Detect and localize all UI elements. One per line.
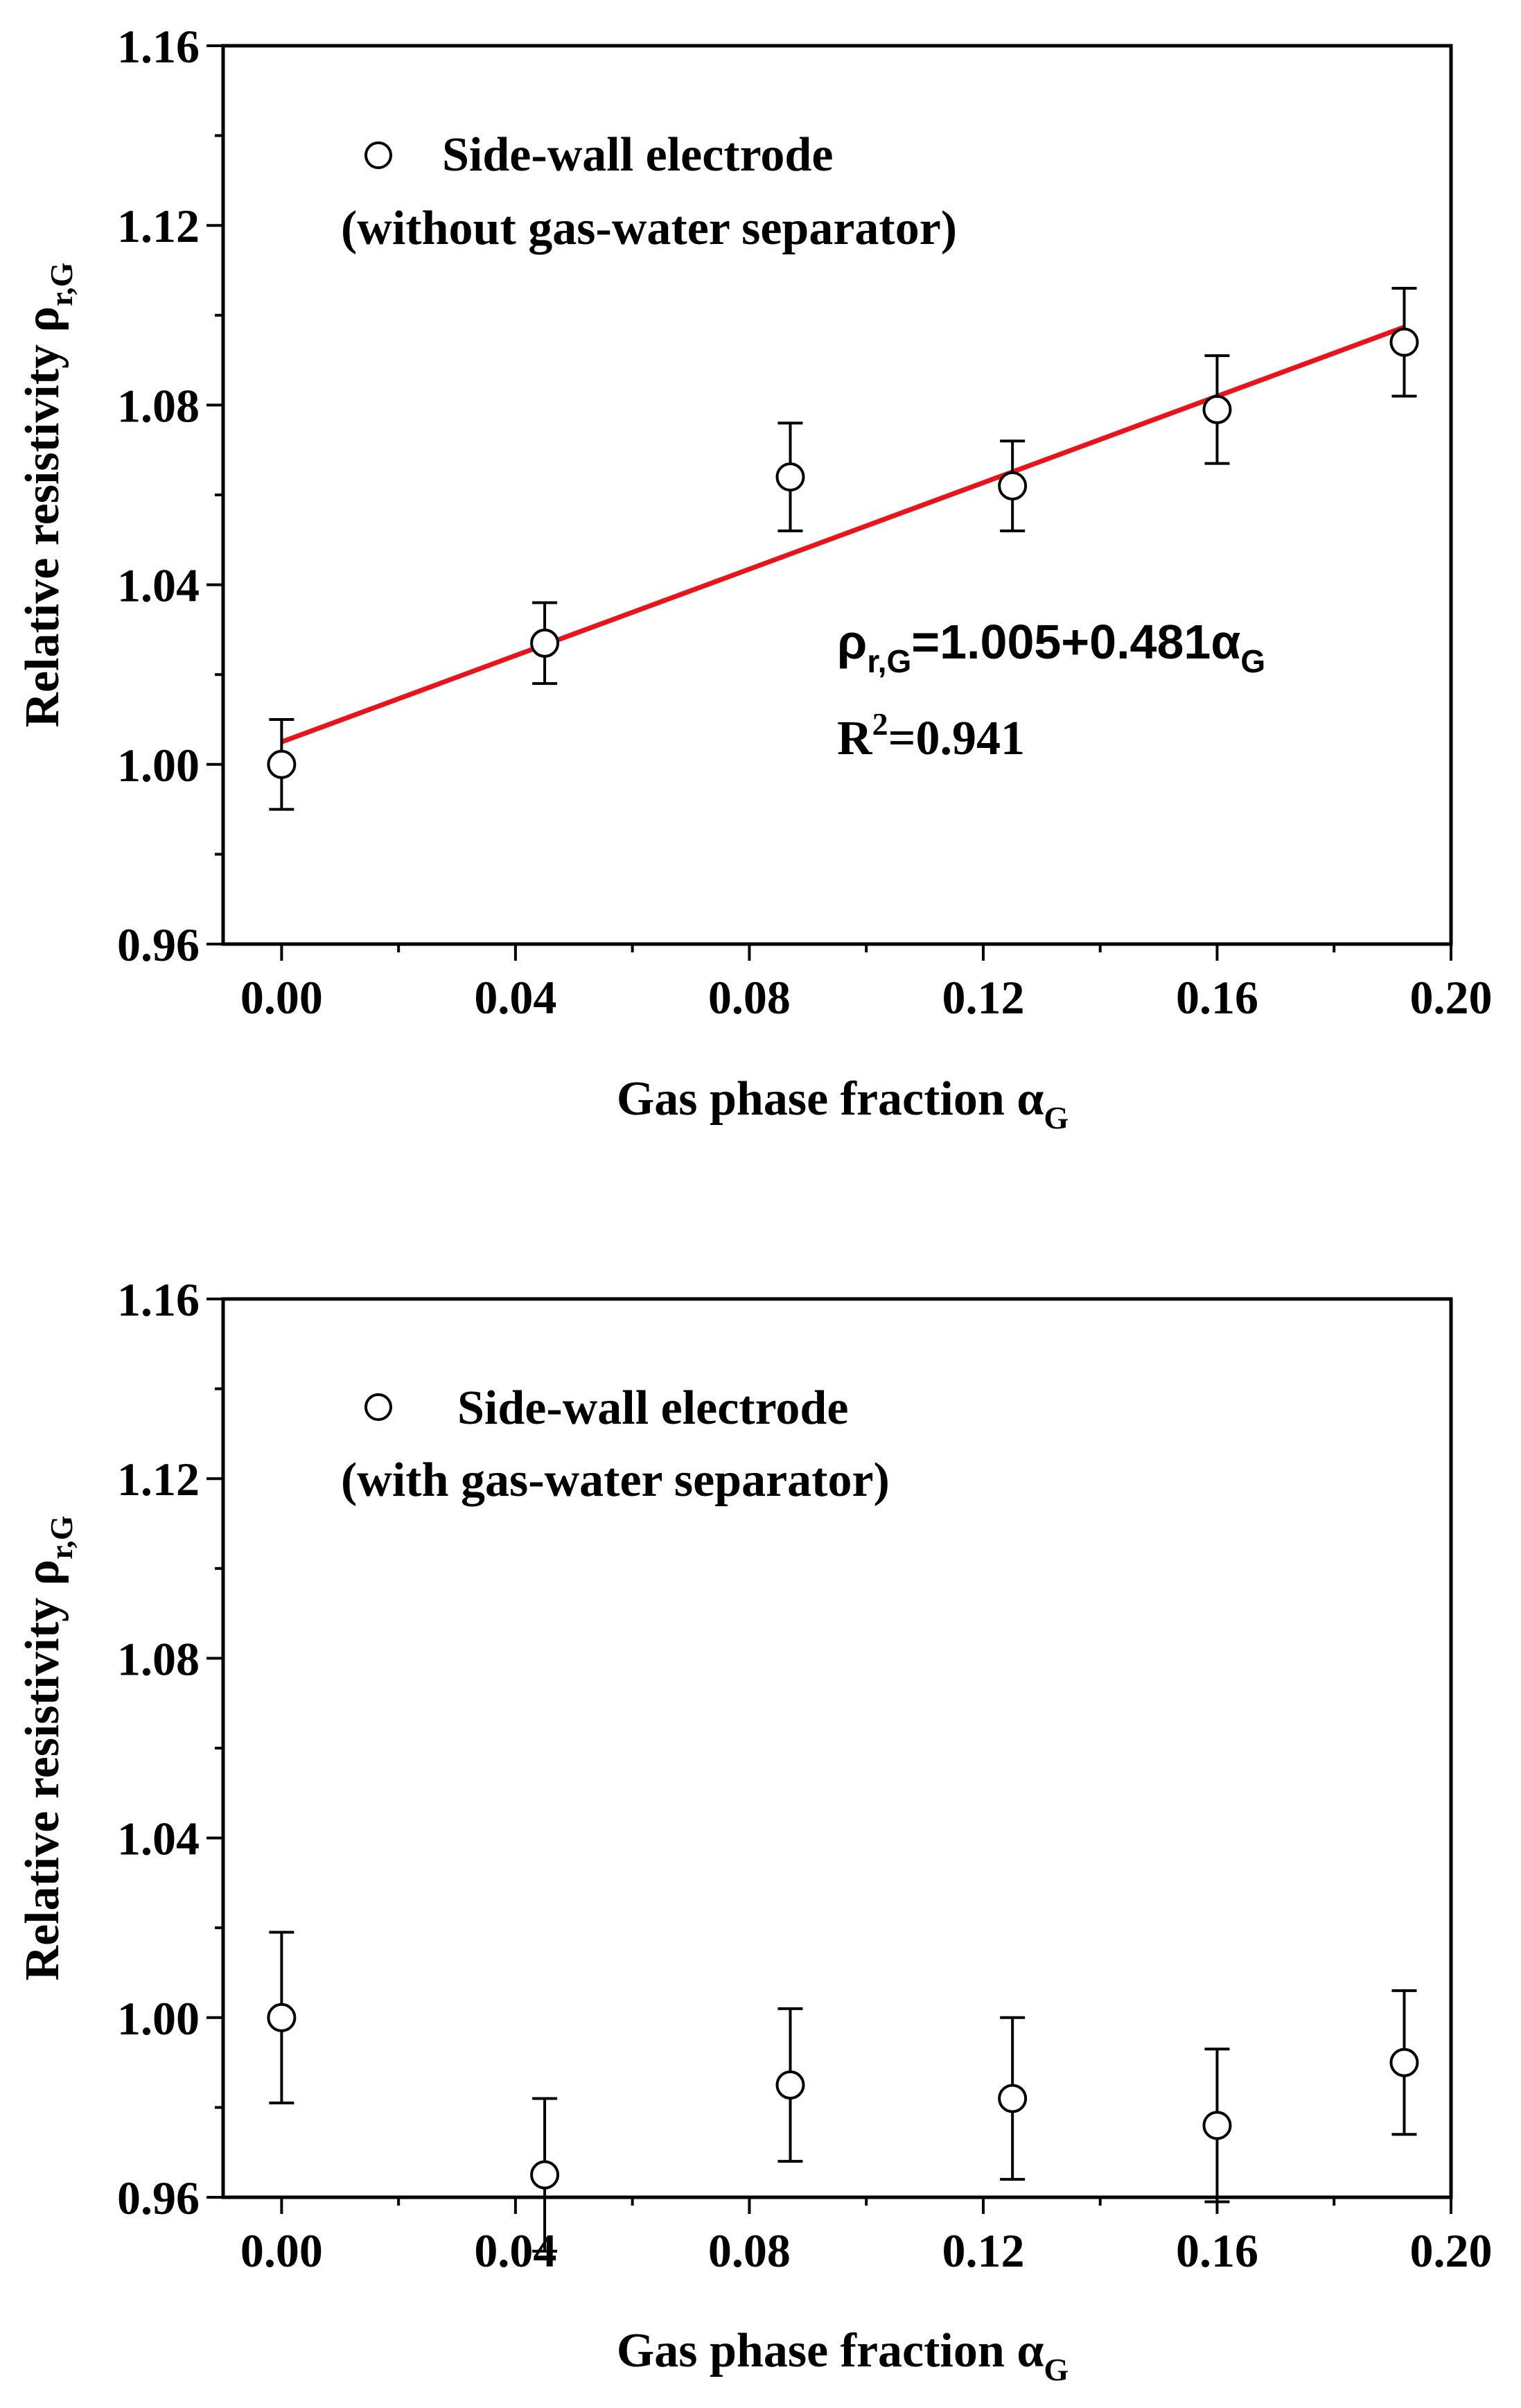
data-point (775, 462, 805, 492)
legend-line-2: (without gas-water separator) (341, 202, 957, 255)
y-tick-label: 1.00 (117, 1992, 200, 2045)
x-axis-title: Gas phase fraction αG (617, 2324, 1069, 2387)
r2-sup: 2 (872, 706, 888, 742)
x-tick-label: 0.12 (942, 971, 1024, 1024)
y-axis-ticks: 0.96 1.00 1.04 1.08 1.12 1.16 (117, 20, 223, 971)
svg-text:ρr,G=1.005+0.481αG: ρr,G=1.005+0.481αG (837, 615, 1265, 679)
fit-r-squared: R2=0.941 (837, 706, 1025, 765)
y-tick-label: 1.16 (117, 20, 200, 73)
y-tick-label: 1.12 (117, 200, 200, 252)
equation-body: =1.005+0.481α (911, 615, 1240, 669)
x-axis-title: Gas phase fraction αG (617, 1072, 1069, 1135)
data-point (267, 2003, 297, 2032)
legend: Side-wall electrode (without gas-water s… (341, 128, 957, 255)
y-tick-label: 1.08 (117, 1632, 200, 1685)
equation-alpha-sub: G (1240, 643, 1265, 679)
x-tick-label: 0.08 (708, 971, 791, 1024)
data-point (998, 471, 1028, 501)
chart-bottom: 0.00 0.04 0.08 0.12 0.16 0.20 0.961.001.041.0… (16, 1273, 1493, 2387)
r2-r: R (837, 712, 873, 765)
x-tick-label: 0.12 (942, 2224, 1024, 2277)
plot-frame (221, 44, 1453, 946)
data-point (1202, 394, 1232, 424)
y-axis-title: Relative resistivity ρr,G (16, 262, 79, 727)
x-tick-label: 0.00 (240, 971, 323, 1024)
r2-value: =0.941 (888, 712, 1025, 765)
data-point (267, 749, 297, 779)
chart-top: 0.00 0.04 0.08 0.12 0.16 0.20 0.96 1.00 1.04 1.0… (16, 20, 1493, 1135)
y-tick-label: 0.96 (117, 2172, 200, 2224)
equation-rho-sub: r,G (867, 643, 911, 679)
x-tick-label: 0.08 (708, 2224, 791, 2277)
y-tick-label: 1.08 (117, 379, 200, 432)
fit-equation: ρr,G=1.005+0.481αG (837, 615, 1265, 679)
fit-layer (281, 324, 1405, 744)
y-tick-label: 1.12 (117, 1453, 200, 1506)
y-axis-title: Relative resistivity ρr,G (16, 1515, 79, 1980)
equation-rho: ρ (837, 615, 867, 669)
y-axis-ticks: 0.96 1.00 1.04 1.08 1.12 1.16 (117, 1273, 223, 2224)
data-points (267, 286, 1419, 811)
y-tick-label: 1.16 (117, 1273, 200, 1326)
data-point (1389, 327, 1419, 357)
x-axis-ticks: 0.00 0.04 0.08 0.12 0.16 0.20 (240, 2197, 1493, 2277)
data-point (1202, 2111, 1232, 2140)
x-tick-label: 0.00 (240, 2224, 323, 2277)
legend-marker-open-circle-icon (364, 1393, 392, 1421)
legend-line-1: Side-wall electrode (442, 128, 833, 182)
x-tick-label: 0.20 (1410, 971, 1493, 1024)
data-point (530, 628, 560, 658)
legend-line-2: (with gas-water separator) (341, 1454, 890, 1507)
legend-line-1: Side-wall electrode (457, 1381, 848, 1435)
data-point (775, 2070, 805, 2100)
x-axis-ticks: 0.00 0.04 0.08 0.12 0.16 0.20 (240, 944, 1493, 1024)
x-tick-label: 0.16 (1176, 2224, 1258, 2277)
fit-line (281, 324, 1405, 744)
y-tick-label: 1.04 (117, 559, 200, 612)
legend-marker-open-circle-icon (364, 141, 392, 169)
x-tick-label: 0.16 (1176, 971, 1258, 1024)
data-point (1389, 2048, 1419, 2077)
legend: Side-wall electrode (with gas-water sepa… (341, 1381, 890, 1507)
data-points (267, 1930, 1419, 2253)
x-tick-label: 0.04 (474, 971, 556, 1024)
x-tick-label: 0.20 (1410, 2224, 1493, 2277)
y-tick-label: 0.96 (117, 918, 200, 971)
svg-text:R2=0.941: R2=0.941 (837, 706, 1025, 765)
data-point (530, 2160, 560, 2190)
y-tick-label: 1.00 (117, 739, 200, 792)
data-point (998, 2084, 1028, 2113)
y-tick-label: 1.04 (117, 1813, 200, 1865)
